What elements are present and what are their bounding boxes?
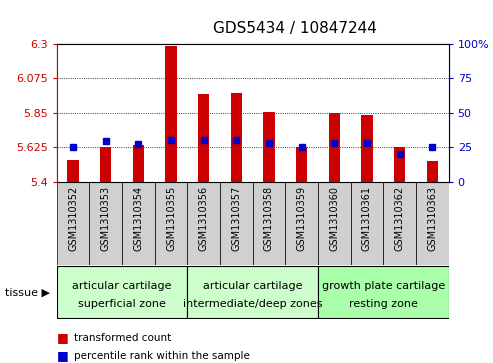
Text: ■: ■ [57,349,72,362]
Bar [361,115,373,182]
Text: intermediate/deep zones: intermediate/deep zones [183,299,322,309]
Text: GDS5434 / 10847244: GDS5434 / 10847244 [213,21,377,36]
Text: transformed count: transformed count [74,333,171,343]
Bar [100,147,111,182]
Text: GSM1310357: GSM1310357 [231,186,242,251]
Bar [351,182,383,265]
Text: GSM1310360: GSM1310360 [329,186,339,251]
Text: GSM1310363: GSM1310363 [427,186,437,251]
Text: resting zone: resting zone [349,299,418,309]
Bar [220,182,252,265]
Text: percentile rank within the sample: percentile rank within the sample [74,351,250,361]
Text: articular cartilage: articular cartilage [203,281,302,291]
Text: GSM1310356: GSM1310356 [199,186,209,251]
Text: ■: ■ [57,331,72,344]
Text: GSM1310353: GSM1310353 [101,186,111,251]
Text: superficial zone: superficial zone [78,299,166,309]
Bar [187,266,318,318]
Bar [263,112,275,182]
Bar [57,182,89,265]
Bar [198,94,210,182]
Bar [155,182,187,265]
Text: GSM1310362: GSM1310362 [394,186,405,251]
Bar [394,147,405,182]
Text: tissue ▶: tissue ▶ [5,287,50,297]
Bar [296,147,307,182]
Text: GSM1310358: GSM1310358 [264,186,274,251]
Text: GSM1310352: GSM1310352 [68,186,78,251]
Bar [416,182,449,265]
Bar [89,182,122,265]
Bar [318,266,449,318]
Text: GSM1310355: GSM1310355 [166,186,176,251]
Bar [68,160,79,182]
Text: GSM1310359: GSM1310359 [297,186,307,251]
Bar [426,161,438,182]
Bar [133,146,144,182]
Bar [252,182,285,265]
Bar [329,113,340,182]
Bar [383,182,416,265]
Bar [165,46,176,182]
Text: growth plate cartilage: growth plate cartilage [321,281,445,291]
Text: GSM1310361: GSM1310361 [362,186,372,251]
Text: GSM1310354: GSM1310354 [133,186,143,251]
Bar [187,182,220,265]
Bar [57,266,187,318]
Text: articular cartilage: articular cartilage [72,281,172,291]
Bar [318,182,351,265]
Bar [231,93,242,182]
Bar [285,182,318,265]
Bar [122,182,155,265]
